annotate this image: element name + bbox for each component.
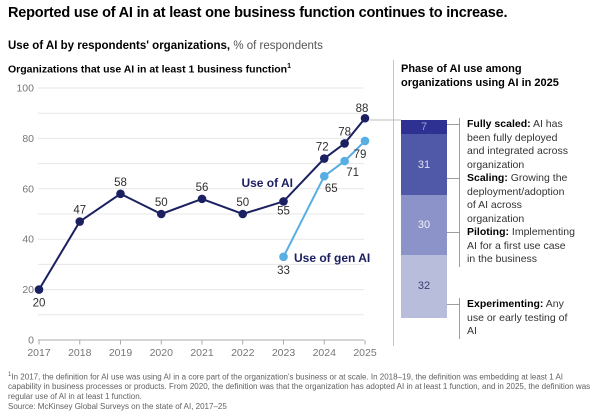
series-line-1: [282, 140, 366, 258]
data-point: [279, 252, 288, 262]
page-title: Reported use of AI in at least one busin…: [8, 5, 508, 21]
footnote-superscript: 1: [8, 372, 12, 378]
footnote-marker: 1: [287, 63, 291, 70]
phase-stacked-bar: 7 31 30 32: [401, 120, 447, 318]
subtitle-unit: % of respondents: [233, 40, 323, 52]
series-name-label: Use of AI: [241, 176, 293, 190]
data-point: [360, 136, 370, 146]
data-point: [238, 209, 248, 219]
label-connector-line: [447, 178, 460, 179]
data-point-label: 78: [338, 126, 351, 138]
subtitle: Use of AI by respondents' organizations,…: [8, 40, 323, 52]
x-axis-label: 2019: [109, 347, 133, 359]
data-point-label: 47: [73, 205, 86, 217]
y-axis-label: 20: [22, 284, 34, 296]
bar-segment-value: 7: [420, 120, 428, 133]
bar-segment-value: 32: [417, 280, 431, 293]
phase-panel-title: Phase of AI use among organizations usin…: [401, 63, 559, 89]
phase-term: Fully scaled:: [467, 118, 531, 130]
series-line-0: [38, 117, 366, 291]
data-point: [156, 209, 166, 219]
label-connector-line: [447, 124, 460, 125]
data-point: [319, 171, 329, 181]
panel-divider: [393, 60, 394, 346]
data-point: [319, 154, 329, 163]
data-point-label: 79: [354, 149, 367, 161]
y-axis-label: 60: [22, 183, 34, 195]
phase-term: Scaling:: [467, 172, 508, 184]
phase-label-3: Experimenting: Any use or early testing …: [447, 298, 575, 339]
x-axis-label: 2018: [68, 347, 92, 359]
y-axis-label: 100: [16, 83, 34, 95]
data-point-label: 33: [277, 265, 290, 277]
data-point-label: 55: [277, 205, 290, 217]
data-point-label: 71: [346, 167, 359, 179]
phase-label-1: Scaling: Growing the deployment/adoption…: [447, 172, 575, 226]
x-axis-label: 2024: [313, 347, 337, 359]
phase-label-0: Fully scaled: AI has been fully deployed…: [447, 118, 575, 172]
data-point-label: 58: [114, 177, 127, 189]
data-point: [340, 139, 349, 148]
data-point: [197, 194, 207, 204]
x-axis-label: 2023: [272, 347, 296, 359]
footnote-text: In 2017, the definition for AI use was u…: [8, 372, 591, 401]
x-axis-label: 2022: [231, 347, 255, 359]
data-point-label: 50: [155, 197, 168, 209]
label-connector-line: [447, 304, 460, 305]
phase-term: Piloting:: [467, 226, 509, 238]
data-point-label: 56: [196, 182, 209, 194]
data-point-label: 50: [236, 197, 249, 209]
x-axis-label: 2020: [150, 347, 174, 359]
line-chart-heading-text: Organizations that use AI in at least 1 …: [8, 63, 288, 76]
x-axis-label: 2021: [190, 347, 214, 359]
data-point: [360, 113, 370, 123]
phase-term: Experimenting:: [467, 298, 544, 310]
bar-segment-1: 31: [401, 133, 447, 196]
series-name-label: Use of gen AI: [294, 251, 370, 265]
bar-segment-value: 31: [417, 158, 431, 171]
phase-labels: Fully scaled: AI has been fully deployed…: [447, 0, 575, 419]
data-point-label: 65: [325, 183, 338, 195]
label-connector-line: [447, 232, 460, 233]
data-point-label: 72: [316, 142, 329, 154]
data-point: [34, 285, 44, 294]
data-point: [116, 189, 125, 199]
data-point: [75, 217, 85, 226]
phase-label-2: Piloting: Implementing AI for a first us…: [447, 226, 575, 267]
x-axis-label: 2017: [27, 347, 51, 359]
bar-segment-3: 32: [401, 254, 447, 318]
y-axis-label: 80: [22, 133, 34, 145]
data-point: [279, 197, 288, 206]
bar-segment-0: 7: [401, 120, 447, 134]
data-point-label: 20: [33, 298, 46, 310]
line-chart-heading: Organizations that use AI in at least 1 …: [8, 63, 291, 76]
data-point-label: 88: [356, 103, 369, 115]
footnote: 1In 2017, the definition for AI use was …: [8, 371, 592, 401]
source-line: Source: McKinsey Global Surveys on the s…: [8, 402, 227, 412]
subtitle-bold: Use of AI by respondents' organizations,: [8, 40, 231, 52]
footer: 1In 2017, the definition for AI use was …: [8, 371, 592, 412]
bar-segment-value: 30: [417, 218, 431, 231]
data-point: [340, 156, 349, 166]
bar-segment-2: 30: [401, 195, 447, 255]
y-axis-label: 0: [28, 335, 34, 347]
x-axis-label: 2025: [353, 347, 377, 359]
y-axis-label: 40: [22, 234, 34, 246]
